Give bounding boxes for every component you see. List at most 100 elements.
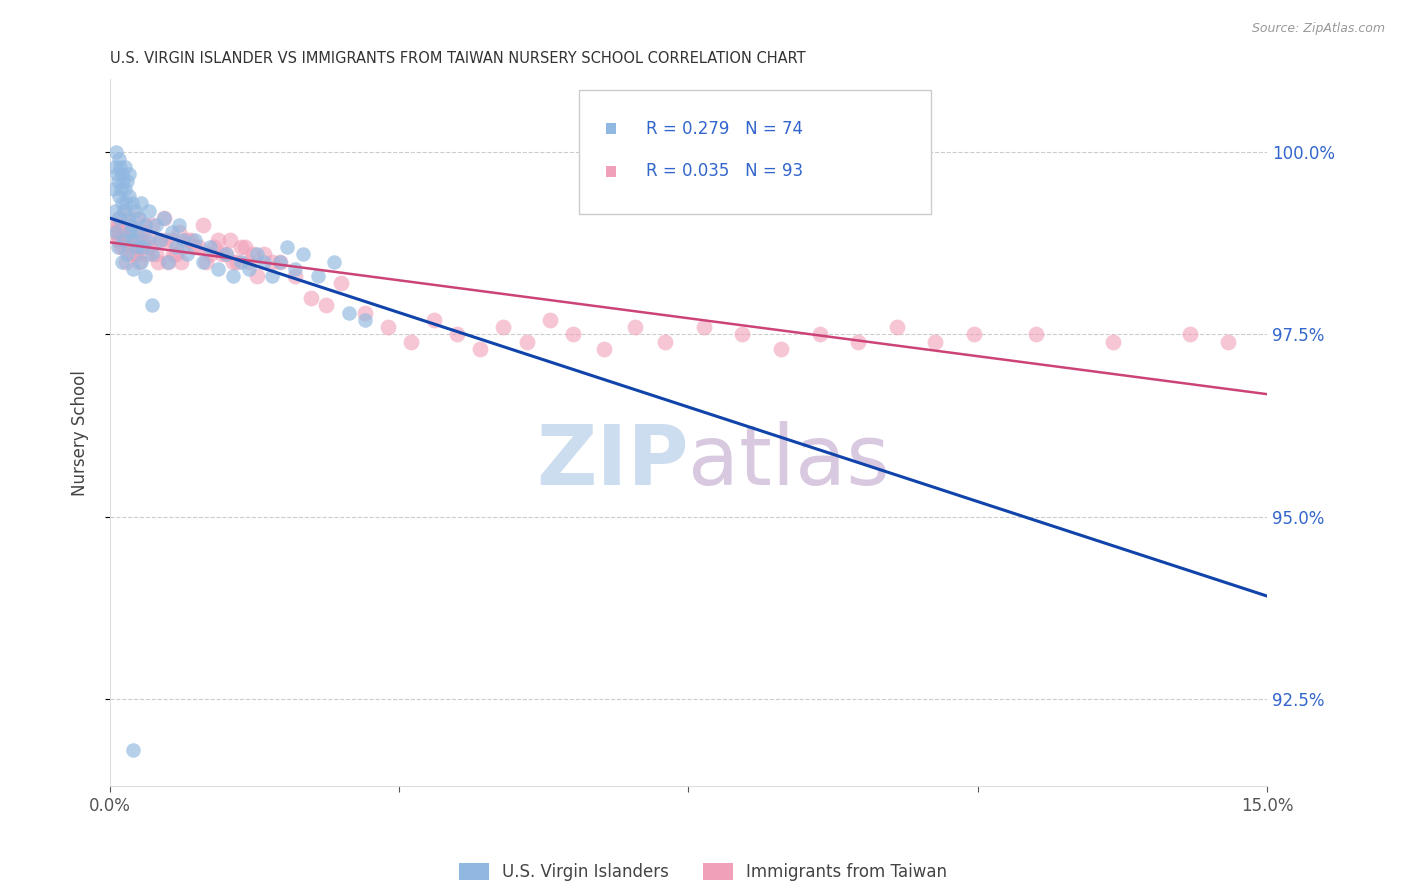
Point <box>215 247 238 261</box>
Point <box>120 225 142 239</box>
Text: R = 0.035   N = 93: R = 0.035 N = 93 <box>645 162 803 180</box>
Point <box>156 254 179 268</box>
Point <box>112 225 135 239</box>
Point <box>104 160 127 174</box>
Point <box>172 233 194 247</box>
Text: Source: ZipAtlas.com: Source: ZipAtlas.com <box>1251 22 1385 36</box>
Point <box>111 167 134 181</box>
Point <box>105 145 128 160</box>
Point <box>108 211 131 225</box>
Point <box>131 233 153 247</box>
Point <box>103 181 125 195</box>
Point <box>846 334 869 349</box>
Point <box>218 233 240 247</box>
Point <box>176 233 198 247</box>
Point <box>211 247 233 261</box>
Point <box>122 233 145 247</box>
Point <box>165 247 187 261</box>
Point <box>269 254 291 268</box>
Point <box>170 254 193 268</box>
Point <box>470 342 492 356</box>
Point <box>284 269 307 284</box>
Point <box>103 225 125 239</box>
Point <box>122 225 145 239</box>
Point <box>129 225 152 239</box>
Point <box>233 240 256 254</box>
Point <box>1025 327 1047 342</box>
Point <box>291 247 314 261</box>
Point <box>146 254 169 268</box>
Point <box>538 313 561 327</box>
Point <box>222 269 245 284</box>
Point <box>299 291 322 305</box>
Point <box>195 254 218 268</box>
Point <box>200 240 222 254</box>
Point <box>654 334 676 349</box>
Point <box>149 233 172 247</box>
Point <box>131 240 153 254</box>
Point <box>423 313 446 327</box>
Point <box>1218 334 1240 349</box>
Point <box>623 320 645 334</box>
Point <box>145 218 167 232</box>
Point <box>125 240 148 254</box>
Point <box>122 261 145 276</box>
Point <box>115 254 138 268</box>
Point <box>176 247 198 261</box>
Point <box>110 181 132 195</box>
Point <box>138 233 160 247</box>
Point <box>111 225 134 239</box>
Point <box>592 342 614 356</box>
Y-axis label: Nursery School: Nursery School <box>72 370 89 496</box>
Point <box>104 225 127 239</box>
Point <box>284 261 307 276</box>
Point <box>120 233 142 247</box>
Point <box>202 240 225 254</box>
Point <box>492 320 515 334</box>
Point <box>139 240 162 254</box>
Point <box>322 254 344 268</box>
Point <box>808 327 831 342</box>
Text: R = 0.279   N = 74: R = 0.279 N = 74 <box>645 120 803 138</box>
Point <box>112 240 135 254</box>
Point <box>153 211 176 225</box>
Point <box>169 225 191 239</box>
Point <box>231 254 253 268</box>
Point <box>315 298 337 312</box>
Point <box>134 218 156 232</box>
Point <box>124 247 146 261</box>
Point <box>226 254 249 268</box>
Point <box>399 334 422 349</box>
Point <box>145 247 167 261</box>
Point <box>112 174 135 188</box>
Point <box>115 247 138 261</box>
Point <box>184 233 207 247</box>
Point <box>253 247 276 261</box>
Point <box>131 240 153 254</box>
Point <box>134 269 156 284</box>
Point <box>238 254 260 268</box>
Point <box>886 320 908 334</box>
Point <box>136 247 159 261</box>
Point <box>107 174 129 188</box>
Point <box>169 218 191 232</box>
Point <box>120 218 142 232</box>
Point <box>124 240 146 254</box>
Point <box>165 240 187 254</box>
Point <box>105 218 128 232</box>
Legend: U.S. Virgin Islanders, Immigrants from Taiwan: U.S. Virgin Islanders, Immigrants from T… <box>453 856 953 888</box>
Point <box>162 247 184 261</box>
Point <box>129 196 152 211</box>
Point <box>105 218 128 232</box>
Point <box>117 189 139 203</box>
Point <box>105 225 128 239</box>
Point <box>111 254 134 268</box>
Point <box>260 269 283 284</box>
Text: U.S. VIRGIN ISLANDER VS IMMIGRANTS FROM TAIWAN NURSERY SCHOOL CORRELATION CHART: U.S. VIRGIN ISLANDER VS IMMIGRANTS FROM … <box>110 51 806 66</box>
Point <box>180 233 202 247</box>
Point <box>112 233 135 247</box>
Point <box>110 240 132 254</box>
Point <box>160 233 183 247</box>
Point <box>111 196 134 211</box>
Point <box>129 254 152 268</box>
